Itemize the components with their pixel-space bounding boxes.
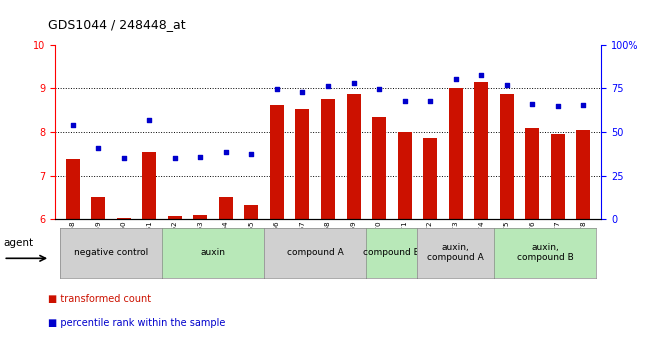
Point (502, 82, 512, 88)
Bar (168, 216, 182, 219)
Text: compound A: compound A (287, 248, 343, 257)
Bar (372, 117, 386, 219)
Bar (270, 105, 284, 219)
Bar (500, 94, 514, 219)
Point (67, 123, 78, 128)
Text: compound B: compound B (363, 248, 420, 257)
Point (272, 87, 283, 92)
Bar (576, 130, 591, 219)
Bar (219, 197, 233, 219)
Bar (193, 215, 207, 219)
Bar (551, 134, 565, 219)
Point (578, 102, 589, 108)
Bar (295, 109, 309, 219)
Point (527, 101, 538, 106)
Bar (449, 88, 463, 219)
Text: GDS1044 / 248448_at: GDS1044 / 248448_at (48, 18, 186, 31)
Text: ■ percentile rank within the sample: ■ percentile rank within the sample (48, 318, 226, 328)
Bar (321, 99, 335, 219)
Bar (525, 128, 539, 219)
Bar (423, 138, 437, 219)
Point (297, 89, 308, 95)
Point (246, 151, 257, 157)
Point (170, 155, 180, 161)
Bar (244, 205, 259, 219)
Point (425, 99, 436, 104)
Point (450, 76, 461, 81)
Point (93, 145, 104, 151)
Point (118, 155, 129, 161)
Bar (91, 197, 105, 219)
Point (323, 83, 333, 89)
Point (220, 149, 231, 154)
Point (476, 72, 486, 78)
Text: ■ transformed count: ■ transformed count (48, 294, 151, 304)
Bar (65, 159, 79, 219)
Text: negative control: negative control (74, 248, 148, 257)
Text: auxin,
compound A: auxin, compound A (428, 243, 484, 263)
Text: auxin,
compound B: auxin, compound B (516, 243, 573, 263)
Point (195, 155, 206, 160)
Text: agent: agent (3, 238, 33, 248)
Bar (347, 94, 361, 219)
Point (552, 103, 563, 109)
Point (399, 98, 410, 104)
Text: auxin: auxin (200, 248, 226, 257)
Point (373, 87, 384, 92)
Point (348, 80, 359, 86)
Point (144, 117, 154, 122)
Bar (397, 132, 411, 219)
Bar (142, 151, 156, 219)
Bar (117, 218, 131, 219)
Bar (474, 82, 488, 219)
